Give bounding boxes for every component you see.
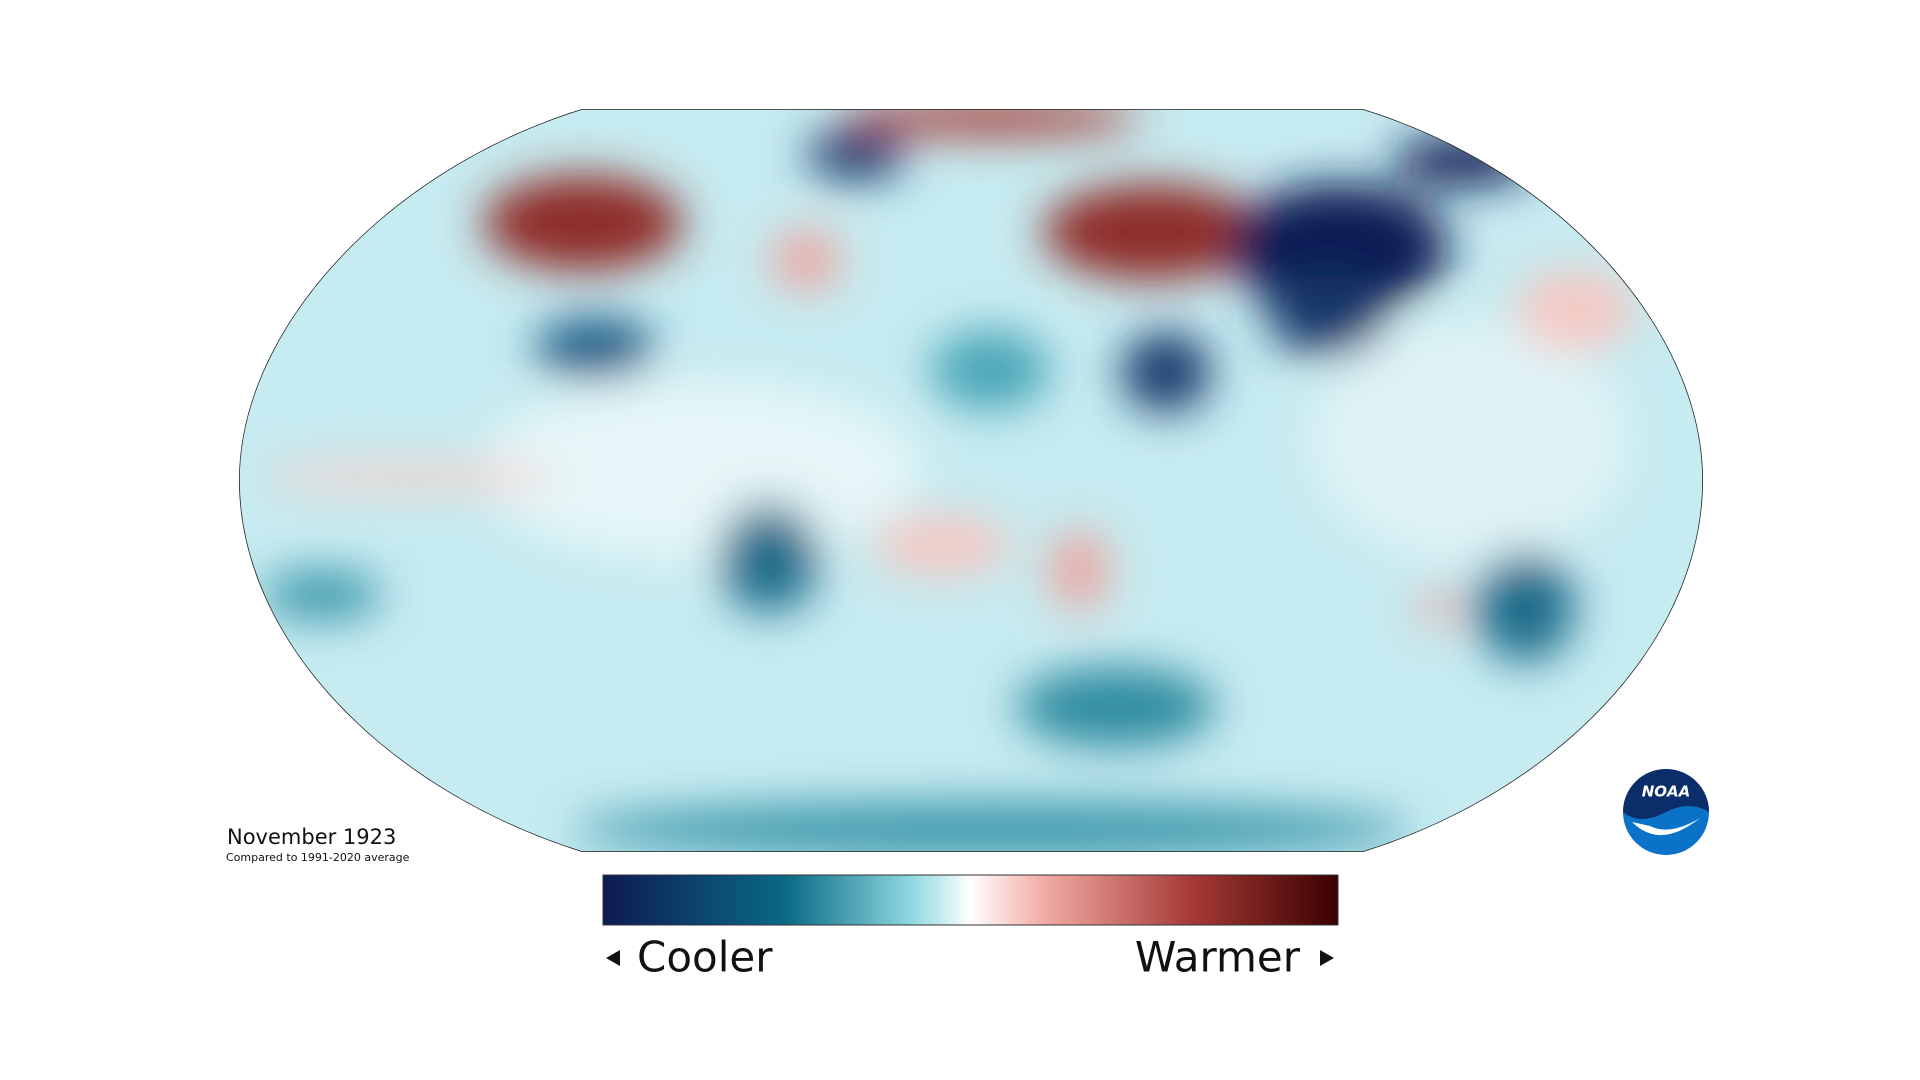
map-title: November 1923 bbox=[227, 825, 396, 849]
anomaly-map bbox=[239, 109, 1703, 852]
map-subtitle: Compared to 1991-2020 average bbox=[226, 851, 410, 864]
noaa-logo: NOAA bbox=[1623, 769, 1709, 855]
legend-high-label: Warmer bbox=[1135, 933, 1301, 982]
logo-text: NOAA bbox=[1642, 783, 1691, 801]
left-arrow bbox=[606, 950, 620, 966]
legend-low-label: Cooler bbox=[637, 933, 773, 982]
color-scale bbox=[602, 874, 1339, 926]
right-arrow bbox=[1320, 950, 1334, 966]
